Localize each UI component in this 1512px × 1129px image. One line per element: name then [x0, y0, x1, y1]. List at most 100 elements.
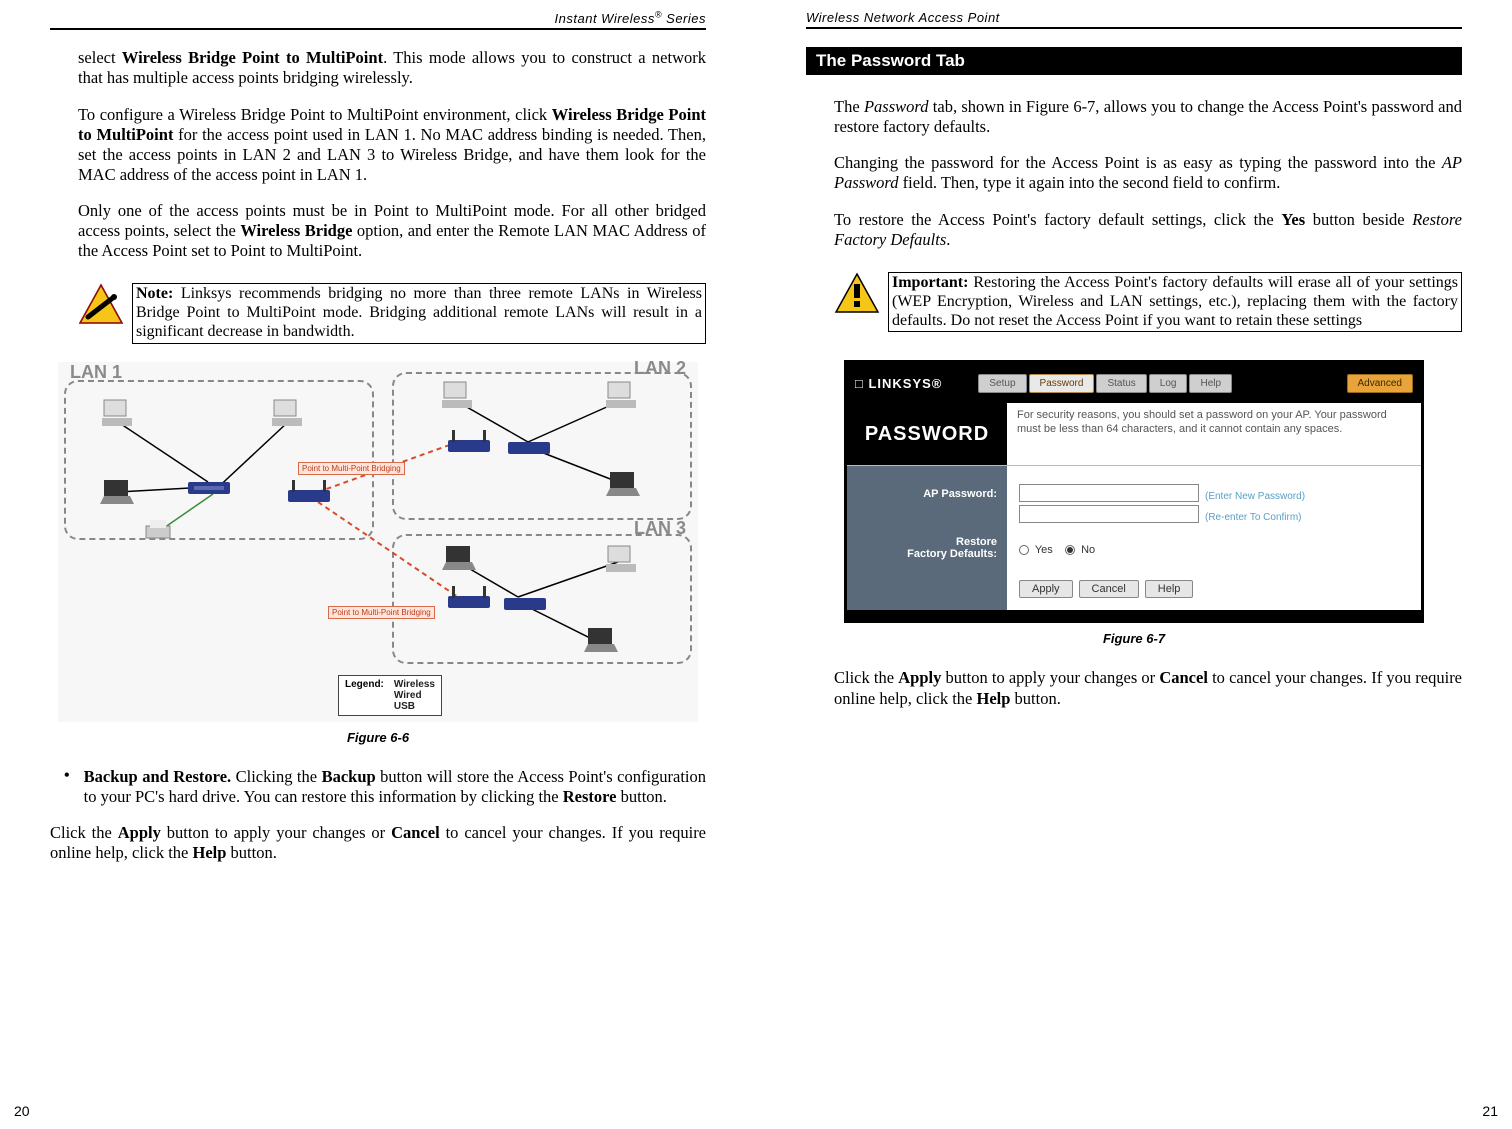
ui-bottom-bar [847, 610, 1421, 620]
figure-caption: Figure 6-7 [806, 631, 1462, 646]
radio-yes[interactable] [1019, 545, 1029, 555]
laptop-icon [584, 626, 618, 652]
hint-text: (Re-enter To Confirm) [1205, 512, 1302, 523]
pc-icon [606, 380, 636, 410]
router-icon [288, 480, 330, 504]
text: Click the [834, 668, 898, 687]
tab-status[interactable]: Status [1096, 374, 1146, 393]
text-italic: Password [864, 97, 929, 116]
text-bold: Backup and Restore. [84, 767, 232, 786]
tab-setup[interactable]: Setup [978, 374, 1026, 393]
text-bold: Yes [1281, 210, 1305, 229]
laptop-icon [442, 544, 476, 570]
radio-no-label: No [1081, 544, 1095, 556]
apply-button[interactable]: Apply [1019, 580, 1073, 598]
router-icon [508, 432, 550, 456]
ui-topbar: □ LINKSYS® Setup Password Status Log Hel… [847, 363, 1421, 403]
legend-item: USB [394, 701, 435, 712]
laptop-icon [606, 470, 640, 496]
text: Clicking the [231, 767, 321, 786]
legend-box: Legend: Wireless Wired USB [338, 675, 442, 716]
linksys-logo: □ LINKSYS® [855, 376, 942, 391]
logo-text: LINKSYS® [868, 376, 942, 391]
note-label: Note: [136, 285, 173, 302]
paragraph: Click the Apply button to apply your cha… [806, 668, 1462, 708]
text: Click the [50, 823, 118, 842]
warning-icon [834, 272, 880, 314]
ui-right-content: (Enter New Password) (Re-enter To Confir… [1007, 466, 1421, 610]
router-icon [448, 430, 490, 454]
figure-caption: Figure 6-6 [50, 730, 706, 745]
important-box: Important: Restoring the Access Point's … [888, 272, 1462, 333]
laptop-icon [100, 478, 134, 504]
tab-log[interactable]: Log [1149, 374, 1188, 393]
router-icon [504, 588, 546, 612]
password-row: (Enter New Password) [1019, 484, 1409, 505]
router-icon [448, 586, 490, 610]
figure-6-6-diagram: LAN 1 LAN 2 LAN 3 [58, 362, 698, 722]
tab-help[interactable]: Help [1189, 374, 1232, 393]
important-label: Important: [892, 274, 968, 291]
note-box: Note: Linksys recommends bridging no mor… [132, 283, 706, 344]
text-bold: Wireless Bridge [240, 221, 352, 240]
legend-item: Wired [394, 690, 435, 701]
note-block: Note: Linksys recommends bridging no mor… [78, 283, 706, 344]
text: . [946, 230, 950, 249]
advanced-button[interactable]: Advanced [1347, 374, 1413, 393]
paragraph: Only one of the access points must be in… [50, 201, 706, 261]
important-text: Restoring the Access Point's factory def… [892, 274, 1458, 329]
pc-icon [272, 398, 302, 428]
ap-password-confirm-input[interactable] [1019, 505, 1199, 523]
text: button to apply your changes or [161, 823, 391, 842]
hint-text: (Enter New Password) [1205, 491, 1305, 502]
pc-icon [102, 398, 132, 428]
text-bold: Apply [118, 823, 161, 842]
paragraph: Click the Apply button to apply your cha… [50, 823, 706, 863]
radio-no[interactable] [1065, 545, 1075, 555]
cancel-button[interactable]: Cancel [1079, 580, 1139, 598]
text: select [78, 48, 122, 67]
text-bold: Wireless Bridge Point to MultiPoint [122, 48, 383, 67]
help-button[interactable]: Help [1145, 580, 1194, 598]
legend-item: Wireless [394, 679, 435, 690]
bridging-label: Point to Multi-Point Bridging [298, 462, 405, 475]
paragraph: select Wireless Bridge Point to MultiPoi… [50, 48, 706, 88]
password-row: (Re-enter To Confirm) [1019, 505, 1409, 526]
ui-buttons-row: Apply Cancel Help [1019, 580, 1409, 598]
pc-icon [606, 544, 636, 574]
text-bold: Help [977, 689, 1011, 708]
page-header-right: Wireless Network Access Point [806, 10, 1462, 29]
paragraph: To restore the Access Point's factory de… [806, 210, 1462, 250]
radio-yes-label: Yes [1035, 544, 1053, 556]
important-block: Important: Restoring the Access Point's … [834, 272, 1462, 333]
text-bold: Restore [563, 787, 617, 806]
legend-title: Legend: [345, 679, 384, 712]
ap-password-input[interactable] [1019, 484, 1199, 502]
ui-tabs: Setup Password Status Log Help [978, 374, 1232, 393]
text: The [834, 97, 864, 116]
text-bold: Cancel [391, 823, 440, 842]
label-restore: Restore [857, 536, 997, 548]
tab-password[interactable]: Password [1029, 374, 1095, 393]
text-bold: Cancel [1159, 668, 1208, 687]
diagram-lines [58, 362, 698, 722]
text: field. Then, type it again into the seco… [899, 173, 1281, 192]
text-bold: Help [193, 843, 227, 862]
ui-left-labels: AP Password: Restore Factory Defaults: [847, 466, 1007, 610]
label-restore: Factory Defaults: [857, 548, 997, 560]
page-right: Wireless Network Access Point The Passwo… [756, 0, 1512, 1129]
text: To configure a Wireless Bridge Point to … [78, 105, 552, 124]
text-bold: Backup [322, 767, 376, 786]
paragraph: To configure a Wireless Bridge Point to … [50, 105, 706, 186]
warning-icon [78, 283, 124, 325]
page-number: 21 [1482, 1103, 1498, 1119]
ui-body: AP Password: Restore Factory Defaults: (… [847, 465, 1421, 610]
restore-defaults-row: Yes No [1019, 544, 1409, 556]
header-text: Instant Wireless® Series [555, 11, 706, 26]
section-title-bar: The Password Tab [806, 47, 1462, 75]
paragraph: The Password tab, shown in Figure 6-7, a… [806, 97, 1462, 137]
note-text: Linksys recommends bridging no more than… [136, 285, 702, 340]
figure-6-7-screenshot: □ LINKSYS® Setup Password Status Log Hel… [844, 360, 1424, 623]
text: button. [226, 843, 276, 862]
ui-description: For security reasons, you should set a p… [1007, 403, 1421, 465]
